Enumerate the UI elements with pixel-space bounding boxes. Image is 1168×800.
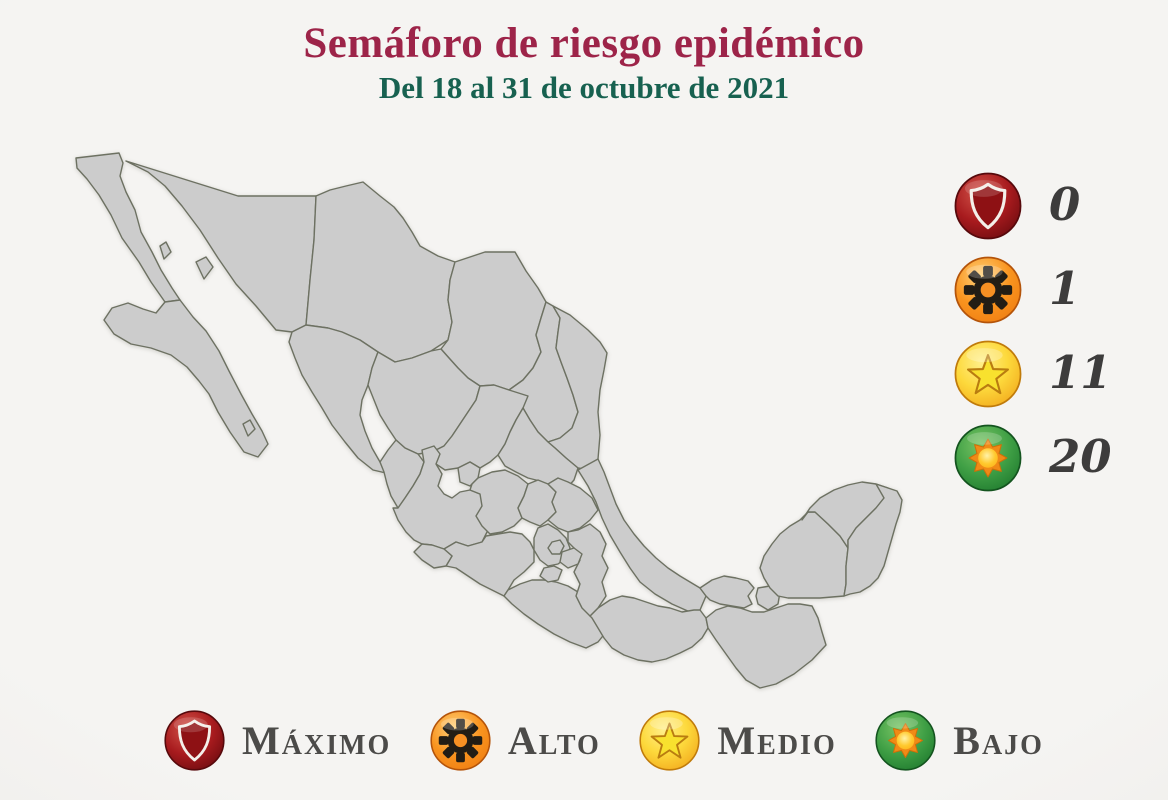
state-colima [413,543,453,569]
summary-row-alto: 1 [953,255,1112,325]
state-layer [75,152,903,689]
star-icon [953,339,1023,409]
state-tlaxcala [559,547,583,569]
state-guanajuato [469,469,529,535]
state-baja-california [75,152,181,303]
state-ciudad-de-mexico [547,539,565,555]
summary-count-maximo: 0 [1049,177,1081,231]
legend-item-medio: Medio [638,709,836,772]
summary-row-medio: 11 [953,339,1112,409]
summary-row-bajo: 20 [953,423,1112,493]
state-quintana-roo [843,483,903,597]
state-sonora [125,160,317,333]
sun-icon [874,709,937,772]
state-sinaloa [288,324,387,474]
risk-summary: 0 1 11 20 [953,171,1112,493]
header: Semáforo de riesgo epidémico Del 18 al 3… [0,20,1168,105]
state-baja-california-sur [103,299,269,458]
legend-item-alto: Alto [429,709,601,772]
shield-icon [163,709,226,772]
state-oaxaca [589,595,709,663]
page-title: Semáforo de riesgo epidémico [303,20,865,67]
state-morelos [539,565,563,583]
gear-icon [953,255,1023,325]
legend-label-alto: Alto [507,717,601,763]
sun-icon [953,423,1023,493]
legend-label-medio: Medio [717,717,837,763]
summary-count-bajo: 20 [1049,429,1112,483]
state-hidalgo [547,477,599,533]
legend-item-bajo: Bajo [874,709,1044,772]
page-subtitle: Del 18 al 31 de octubre de 2021 [378,70,790,106]
state-michoacan [443,531,535,597]
state-chiapas [705,603,827,689]
mexico-map [75,152,903,689]
summary-row-maximo: 0 [953,171,1112,241]
legend-item-maximo: Máximo [163,709,391,772]
summary-count-alto: 1 [1049,261,1081,315]
state-veracruz [577,458,707,613]
summary-count-medio: 11 [1049,345,1112,399]
shield-icon [953,171,1023,241]
risk-legend: Máximo Alto Medio Bajo [163,709,1044,772]
legend-label-bajo: Bajo [953,717,1044,763]
gear-icon [429,709,492,772]
legend-label-maximo: Máximo [242,717,392,763]
star-icon [638,709,701,772]
